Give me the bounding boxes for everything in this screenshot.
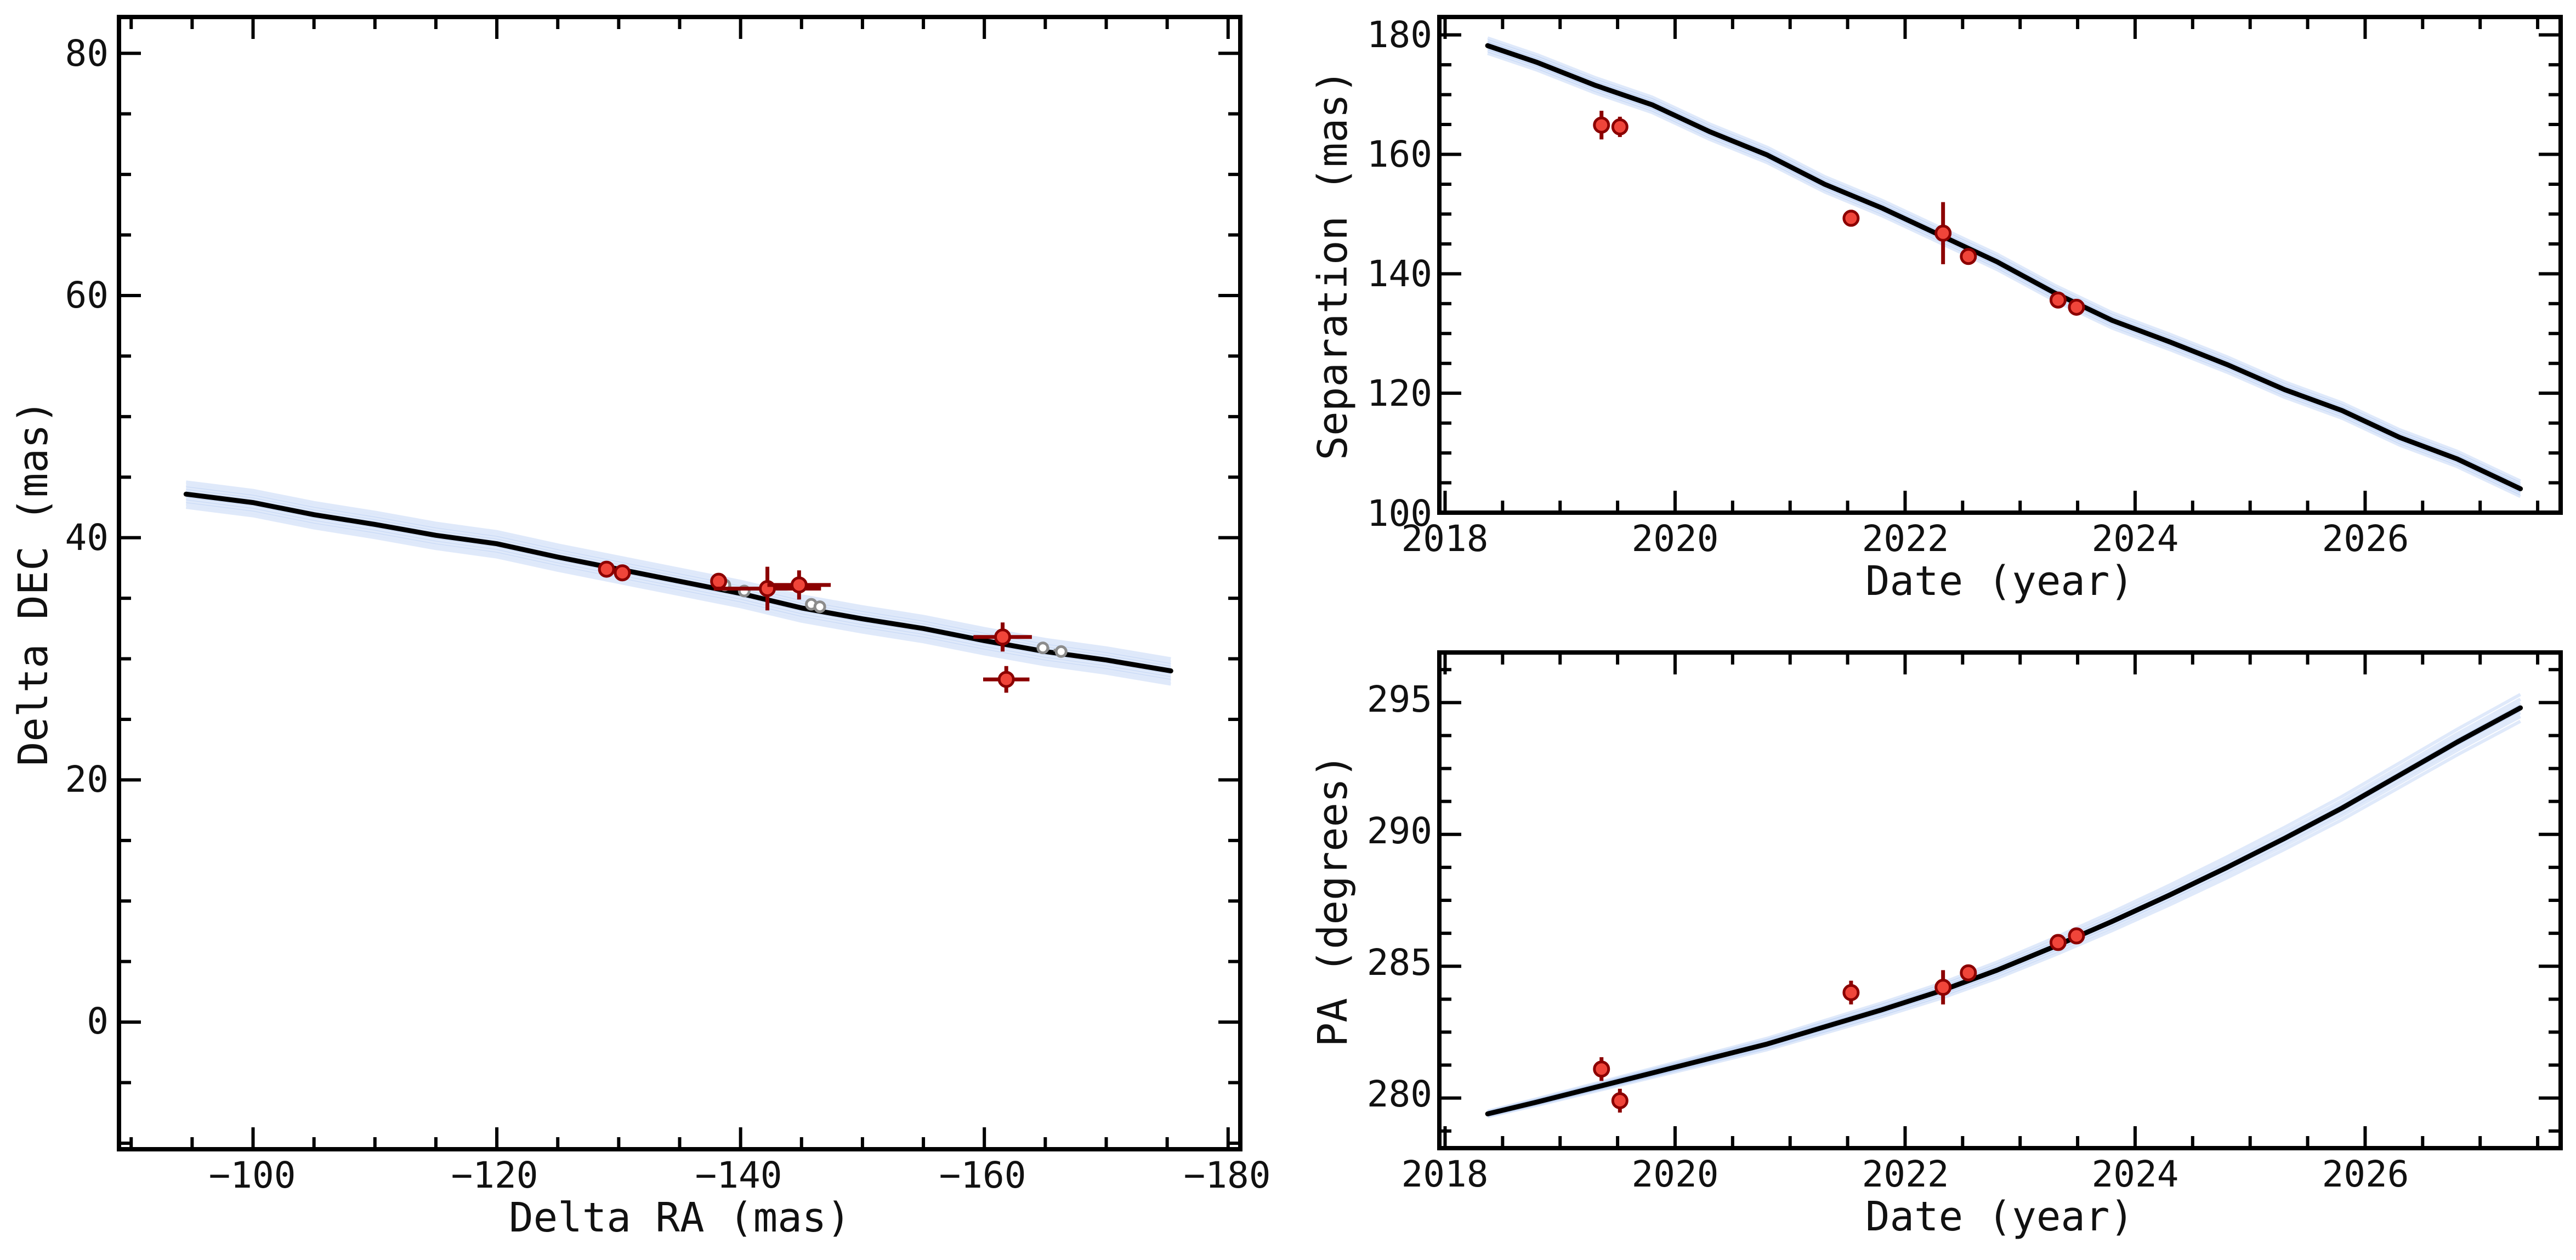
measurement-point (614, 564, 631, 582)
orbit-sample-curve (1487, 697, 2522, 1114)
predicted-point (813, 600, 826, 614)
predicted-point (1054, 645, 1068, 658)
x-tick-label: 2018 (1402, 518, 1489, 560)
x-tick-label: −180 (1184, 1154, 1271, 1196)
orbit-model-line (1485, 705, 2523, 1116)
pa-model (1485, 705, 2523, 1116)
measurement-point (994, 628, 1012, 646)
y-tick-label: 20 (65, 758, 109, 801)
y-tick-label: 280 (1367, 1073, 1432, 1115)
y-tick-label: 40 (65, 517, 109, 559)
measurement-point (1960, 964, 1977, 981)
x-tick-label: 2024 (2092, 1153, 2179, 1195)
measurement-point (1593, 1060, 1610, 1078)
pa-x-tick-labels: 2018 2020 2022 2024 2026 (1402, 1153, 2409, 1195)
measurement-point (1934, 224, 1952, 242)
x-tick-label: −140 (695, 1154, 782, 1196)
y-tick-label: 290 (1367, 810, 1432, 852)
y-tick-label: 295 (1367, 678, 1432, 720)
astrometry-panel: −100 −120 −140 −160 −180 0 20 40 60 80 D… (10, 15, 1271, 1241)
x-tick-label: 2024 (2092, 518, 2179, 560)
pa-measurements (1593, 927, 2085, 1113)
orbit-sample-curve (185, 506, 1171, 686)
pa-y-tick-labels: 280 285 290 295 (1367, 678, 1432, 1115)
separation-measurements (1593, 110, 2085, 316)
astrometry-frame (117, 15, 1242, 1151)
x-tick-label: 2022 (1862, 518, 1949, 560)
orbit-sample-curve (1487, 39, 2521, 486)
pa-x-axis-label: Date (year) (1865, 1193, 2134, 1240)
y-tick-label: 100 (1367, 492, 1432, 535)
separation-x-tick-labels: 2018 2020 2022 2024 2026 (1402, 518, 2409, 560)
x-tick-label: 2020 (1632, 1153, 1719, 1195)
predicted-point (1036, 642, 1049, 655)
y-tick-label: 160 (1367, 133, 1432, 175)
measurement-point (710, 572, 728, 590)
orbit-sample-curve (185, 500, 1171, 680)
y-tick-label: 285 (1367, 941, 1432, 984)
measurement-point (1842, 984, 1860, 1001)
pa-y-axis-label: PA (degrees) (1309, 754, 1357, 1047)
x-tick-label: 2022 (1862, 1153, 1949, 1195)
pa-samples (1487, 693, 2522, 1119)
orbit-sample-curve (1487, 704, 2522, 1115)
astrometry-y-axis-label: Delta DEC (mas) (10, 400, 57, 766)
orbit-sample-curve (1487, 711, 2522, 1117)
x-tick-label: 2026 (2322, 1153, 2409, 1195)
orbit-sample-curve (1487, 708, 2522, 1116)
measurement-point (1960, 248, 1977, 265)
y-tick-label: 80 (65, 32, 109, 75)
pa-panel: 2018 2020 2022 2024 2026 280 285 290 295… (1309, 650, 2563, 1240)
separation-model (1485, 43, 2523, 491)
orbit-sample-curve (185, 502, 1171, 683)
orbit-sample-curve (1487, 701, 2522, 1115)
separation-y-tick-labels: 100 120 140 160 180 (1367, 14, 1432, 535)
measurement-point (598, 560, 615, 578)
measurement-point (1611, 1092, 1629, 1109)
separation-panel: 2018 2020 2022 2024 2026 100 120 140 160… (1309, 14, 2563, 605)
pa-frame (1437, 650, 2563, 1150)
astrometry-x-axis-label: Delta RA (mas) (509, 1194, 851, 1241)
orbit-model-line (1485, 43, 2523, 491)
astrometry-measurements (598, 560, 1032, 693)
orbit-sample-curve (1487, 41, 2521, 488)
orbit-sample-curve (1487, 715, 2522, 1117)
measurement-point (2049, 291, 2067, 309)
orbit-sample-curve (1487, 49, 2521, 496)
measurement-point (2068, 927, 2085, 945)
x-tick-label: −160 (939, 1154, 1026, 1196)
orbit-sample-curve (185, 497, 1171, 677)
measurement-point (997, 671, 1015, 688)
orbit-sample-curve (1487, 52, 2521, 498)
astrometry-y-tick-labels: 0 20 40 60 80 (65, 32, 109, 1042)
orbit-sample-curve (1487, 36, 2521, 483)
y-tick-label: 60 (65, 274, 109, 316)
x-tick-label: 2018 (1402, 1153, 1489, 1195)
measurement-point (1593, 116, 1610, 134)
x-tick-label: −120 (451, 1154, 538, 1196)
y-tick-label: 0 (87, 1000, 109, 1042)
y-tick-label: 140 (1367, 253, 1432, 295)
y-tick-label: 180 (1367, 14, 1432, 56)
orbit-sample-curve (1487, 693, 2522, 1113)
astrometry-x-tick-labels: −100 −120 −140 −160 −180 (209, 1154, 1271, 1196)
measurement-point (1934, 979, 1952, 996)
x-tick-label: 2026 (2322, 518, 2409, 560)
x-tick-label: −100 (209, 1154, 296, 1196)
y-tick-label: 120 (1367, 372, 1432, 415)
measurement-point (1611, 118, 1629, 135)
x-tick-label: 2020 (1632, 518, 1719, 560)
orbit-sample-curve (1487, 719, 2522, 1119)
separation-y-axis-label: Separation (mas) (1309, 70, 1357, 461)
measurement-point (2068, 298, 2085, 316)
measurement-point (1842, 209, 1860, 227)
separation-x-axis-label: Date (year) (1865, 558, 2134, 605)
measurement-point (790, 576, 808, 594)
measurement-point (2049, 934, 2067, 951)
separation-frame (1437, 15, 2563, 515)
